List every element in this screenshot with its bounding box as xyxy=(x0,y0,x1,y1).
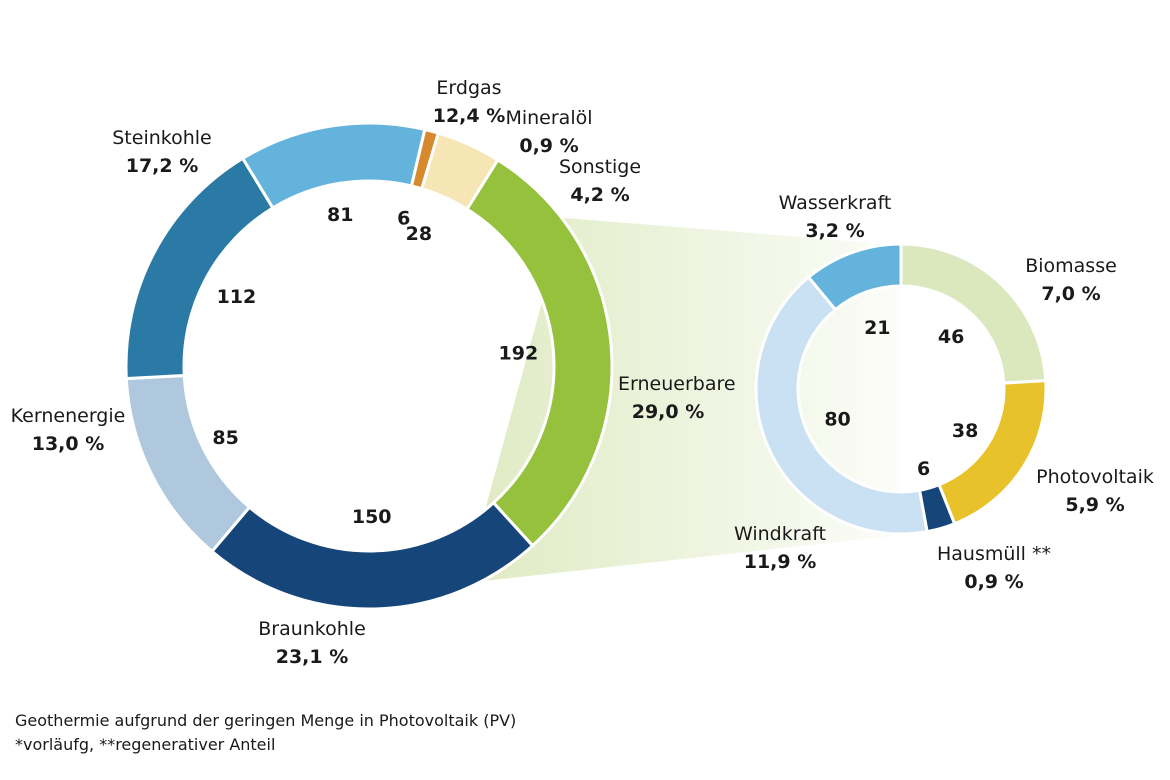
slice-windkraft xyxy=(754,275,929,536)
value-label-sonstige: 28 xyxy=(406,223,432,245)
category-label-sonstige: Sonstige xyxy=(559,156,641,178)
footnote-line-2: *vorläufg, **regenerativer Anteil xyxy=(15,735,276,754)
category-label-mineralöl: Mineralöl xyxy=(505,107,592,129)
renewables-donut: 46 38 6 80 21 xyxy=(754,242,1048,536)
percent-label-erdgas: 12,4 % xyxy=(433,105,506,127)
value-label-biomasse: 46 xyxy=(938,326,964,348)
footnote-line-1: Geothermie aufgrund der geringen Menge i… xyxy=(15,711,517,730)
value-label-braunkohle: 150 xyxy=(352,506,392,528)
slice-photovoltaik xyxy=(937,379,1048,526)
percent-label-windkraft: 11,9 % xyxy=(744,551,817,573)
category-label-windkraft: Windkraft xyxy=(734,523,826,545)
percent-label-erneuerbare: 29,0 % xyxy=(632,401,705,423)
percent-label-braunkohle: 23,1 % xyxy=(276,646,349,668)
percent-label-wasserkraft: 3,2 % xyxy=(805,220,864,242)
value-label-mineralöl: 6 xyxy=(397,208,410,230)
category-label-erdgas: Erdgas xyxy=(436,77,501,99)
value-label-erneuerbare: 192 xyxy=(499,343,539,365)
category-label-biomasse: Biomasse xyxy=(1025,255,1117,277)
value-label-windkraft: 80 xyxy=(824,409,850,431)
category-label-braunkohle: Braunkohle xyxy=(258,618,366,640)
category-label-hausmüll: Hausmüll ** xyxy=(937,543,1051,565)
main-donut: 192 150 85 112 81 628 xyxy=(124,121,614,611)
value-label-erdgas: 81 xyxy=(327,204,353,226)
slice-biomasse xyxy=(899,242,1048,385)
percent-label-photovoltaik: 5,9 % xyxy=(1065,494,1124,516)
category-label-erneuerbare: Erneuerbare xyxy=(618,373,736,395)
slice-steinkohle xyxy=(124,156,275,381)
category-label-photovoltaik: Photovoltaik xyxy=(1036,466,1154,488)
slice-sonstige xyxy=(419,131,500,212)
slice-erdgas xyxy=(240,121,427,210)
value-label-hausmüll: 6 xyxy=(917,458,930,480)
chart-labels: Erneuerbare 29,0 % Braunkohle 23,1 % Kernene… xyxy=(11,77,1154,668)
percent-label-hausmüll: 0,9 % xyxy=(964,571,1023,593)
category-label-wasserkraft: Wasserkraft xyxy=(779,192,892,214)
percent-label-kernenergie: 13,0 % xyxy=(32,433,105,455)
value-label-kernenergie: 85 xyxy=(212,427,238,449)
percent-label-mineralöl: 0,9 % xyxy=(519,135,578,157)
slice-wasserkraft xyxy=(806,242,903,312)
percent-label-steinkohle: 17,2 % xyxy=(126,155,199,177)
percent-label-biomasse: 7,0 % xyxy=(1041,283,1100,305)
category-label-kernenergie: Kernenergie xyxy=(11,405,126,427)
value-label-photovoltaik: 38 xyxy=(952,420,978,442)
value-label-steinkohle: 112 xyxy=(217,286,257,308)
percent-label-sonstige: 4,2 % xyxy=(570,184,629,206)
category-label-steinkohle: Steinkohle xyxy=(112,127,211,149)
slice-kernenergie xyxy=(124,373,252,554)
value-label-wasserkraft: 21 xyxy=(864,317,890,339)
